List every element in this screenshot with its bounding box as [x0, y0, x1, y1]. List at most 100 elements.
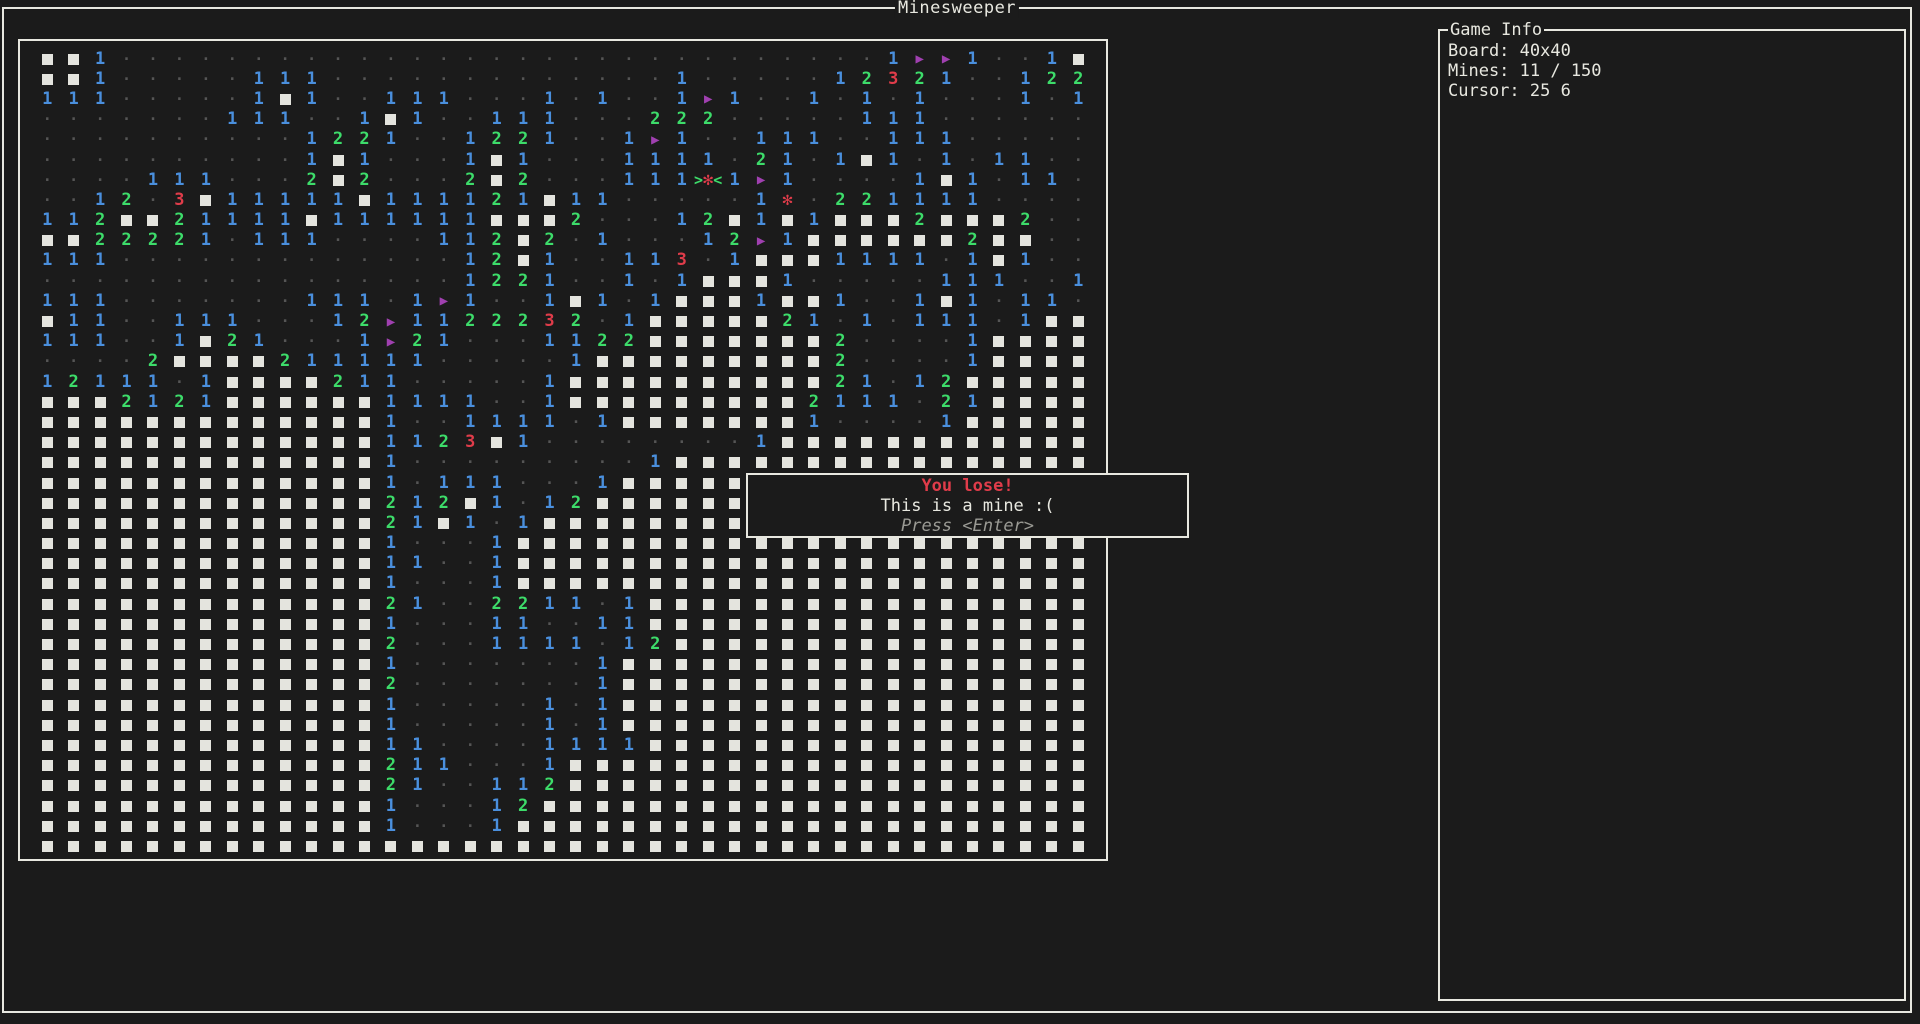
- board-cell-hidden[interactable]: [642, 332, 668, 352]
- board-cell-hidden[interactable]: [906, 534, 932, 554]
- board-cell-empty[interactable]: ·: [571, 251, 581, 270]
- board-cell-empty[interactable]: ·: [42, 150, 52, 169]
- board-cell-empty[interactable]: ·: [545, 170, 555, 189]
- board-cell-hidden[interactable]: [87, 655, 113, 675]
- board-cell-empty[interactable]: ·: [174, 291, 184, 310]
- board-cell-number-2[interactable]: 2: [147, 230, 159, 251]
- board-cell-hidden[interactable]: [1039, 655, 1065, 675]
- board-cell-number-1[interactable]: 1: [465, 472, 476, 493]
- board-cell-hidden[interactable]: [1065, 574, 1091, 594]
- board-cell-hidden[interactable]: [193, 594, 219, 614]
- board-cell-hidden[interactable]: [959, 634, 985, 654]
- board-cell-hidden[interactable]: [906, 756, 932, 776]
- board-cell-hidden[interactable]: [325, 634, 351, 654]
- board-cell-empty[interactable]: ·: [412, 655, 422, 674]
- board-cell-hidden[interactable]: [986, 594, 1012, 614]
- board-cell-empty[interactable]: ·: [386, 251, 396, 270]
- board-cell-empty[interactable]: ·: [148, 190, 158, 209]
- board-cell-number-1[interactable]: 1: [253, 230, 264, 251]
- board-cell-hidden[interactable]: [1065, 433, 1091, 453]
- board-cell-hidden[interactable]: [669, 735, 695, 755]
- board-cell-empty[interactable]: ·: [439, 816, 449, 835]
- board-cell-hidden[interactable]: [827, 695, 853, 715]
- board-cell-hidden[interactable]: [166, 534, 192, 554]
- board-cell-empty[interactable]: ·: [492, 735, 502, 754]
- board-cell-empty[interactable]: ·: [492, 453, 502, 472]
- board-cell-hidden[interactable]: [906, 715, 932, 735]
- board-cell-hidden[interactable]: [589, 756, 615, 776]
- board-cell-hidden[interactable]: [483, 150, 509, 170]
- board-cell-empty[interactable]: ·: [518, 332, 528, 351]
- board-cell-hidden[interactable]: [642, 574, 668, 594]
- board-cell-number-1[interactable]: 1: [465, 290, 476, 311]
- board-cell-hidden[interactable]: [695, 291, 721, 311]
- board-cell-number-1[interactable]: 1: [491, 795, 502, 816]
- board-cell-flag[interactable]: ▶: [386, 333, 396, 350]
- board-cell-number-1[interactable]: 1: [385, 351, 397, 372]
- board-cell-hidden[interactable]: [986, 816, 1012, 836]
- board-cell-number-1[interactable]: 1: [438, 311, 449, 332]
- board-cell-number-3[interactable]: 3: [676, 250, 687, 271]
- board-cell-hidden[interactable]: [166, 412, 192, 432]
- board-cell-hidden[interactable]: [986, 412, 1012, 432]
- board-cell-hidden[interactable]: [34, 614, 60, 634]
- board-cell-number-2[interactable]: 2: [332, 129, 344, 150]
- board-cell-empty[interactable]: ·: [492, 69, 502, 88]
- board-cell-number-1[interactable]: 1: [623, 311, 634, 332]
- board-cell-hidden[interactable]: [695, 634, 721, 654]
- board-cell-number-1[interactable]: 1: [94, 48, 106, 69]
- board-cell-hidden[interactable]: [219, 756, 245, 776]
- board-cell-hidden[interactable]: [60, 473, 86, 493]
- board-cell-hidden[interactable]: [87, 836, 113, 856]
- board-cell-empty[interactable]: ·: [280, 271, 290, 290]
- board-cell-hidden[interactable]: [34, 735, 60, 755]
- board-cell-empty[interactable]: ·: [122, 332, 132, 351]
- board-cell-hidden[interactable]: [695, 534, 721, 554]
- board-cell-hidden[interactable]: [298, 836, 324, 856]
- board-cell-hidden[interactable]: [827, 735, 853, 755]
- board-cell-empty[interactable]: ·: [465, 89, 475, 108]
- board-cell-hidden[interactable]: [933, 715, 959, 735]
- board-cell-hidden[interactable]: [325, 614, 351, 634]
- board-cell-empty[interactable]: ·: [756, 49, 766, 68]
- board-cell-hidden[interactable]: [1065, 453, 1091, 473]
- board-cell-hidden[interactable]: [669, 372, 695, 392]
- board-cell-empty[interactable]: ·: [412, 635, 422, 654]
- board-cell-empty[interactable]: ·: [730, 69, 740, 88]
- board-cell-empty[interactable]: ·: [465, 715, 475, 734]
- board-cell-hidden[interactable]: [1065, 614, 1091, 634]
- board-cell-hidden[interactable]: [60, 735, 86, 755]
- board-cell-hidden[interactable]: [616, 816, 642, 836]
- board-cell-empty[interactable]: ·: [227, 89, 237, 108]
- board-cell-hidden[interactable]: [774, 291, 800, 311]
- board-cell-empty[interactable]: ·: [148, 312, 158, 331]
- board-cell-empty[interactable]: ·: [1020, 271, 1030, 290]
- board-cell-hidden[interactable]: [748, 836, 774, 856]
- board-cell-number-2[interactable]: 2: [755, 149, 767, 170]
- board-cell-hidden[interactable]: [298, 554, 324, 574]
- board-cell-hidden[interactable]: [140, 453, 166, 473]
- board-cell-hidden[interactable]: [272, 836, 298, 856]
- board-cell-hidden[interactable]: [1065, 756, 1091, 776]
- board-cell-hidden[interactable]: [933, 534, 959, 554]
- board-cell-empty[interactable]: ·: [412, 170, 422, 189]
- board-cell-hidden[interactable]: [193, 332, 219, 352]
- board-cell-number-1[interactable]: 1: [967, 250, 978, 271]
- board-cell-hidden[interactable]: [1012, 594, 1038, 614]
- board-cell-hidden[interactable]: [669, 816, 695, 836]
- board-cell-number-1[interactable]: 1: [676, 149, 687, 170]
- board-cell-number-1[interactable]: 1: [438, 755, 449, 776]
- board-cell-number-2[interactable]: 2: [491, 230, 502, 251]
- board-cell-hidden[interactable]: [959, 372, 985, 392]
- board-cell-number-1[interactable]: 1: [438, 210, 449, 231]
- board-cell-number-1[interactable]: 1: [597, 189, 608, 210]
- board-cell-hidden[interactable]: [616, 412, 642, 432]
- board-cell-empty[interactable]: ·: [254, 251, 264, 270]
- board-cell-empty[interactable]: ·: [941, 110, 951, 129]
- board-cell-hidden[interactable]: [616, 574, 642, 594]
- board-cell-hidden[interactable]: [827, 816, 853, 836]
- board-cell-number-2[interactable]: 2: [517, 169, 529, 190]
- board-cell-hidden[interactable]: [774, 655, 800, 675]
- board-cell-number-1[interactable]: 1: [888, 109, 899, 130]
- board-cell-empty[interactable]: ·: [439, 170, 449, 189]
